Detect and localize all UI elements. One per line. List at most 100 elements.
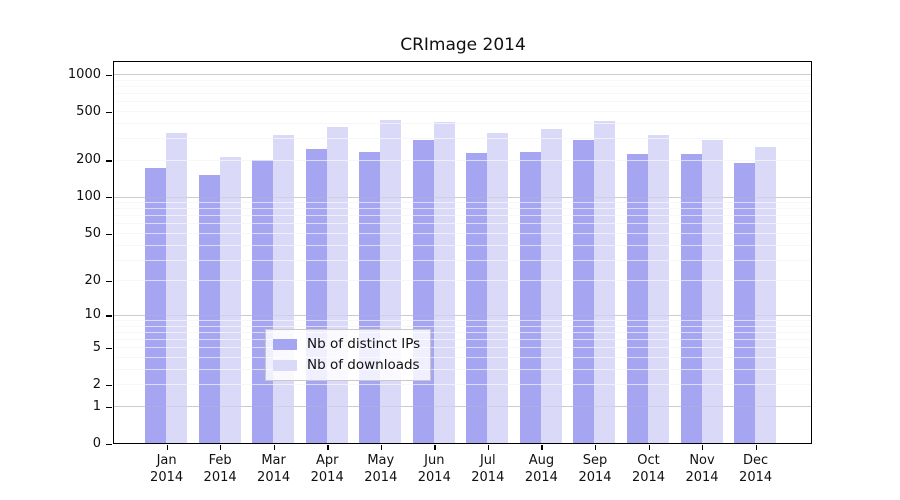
legend: Nb of distinct IPs Nb of downloads: [265, 329, 432, 381]
x-label-year: 2014: [417, 470, 451, 485]
y-tick-label: 100: [76, 189, 101, 204]
x-label-year: 2014: [685, 470, 719, 485]
x-tick-mark: [220, 445, 222, 450]
y-tick-mark: [106, 384, 112, 387]
x-tick-mark: [595, 445, 597, 450]
bar-distinct-ips-dec: [734, 162, 756, 443]
bar-downloads-feb: [219, 157, 241, 443]
x-label-month: Dec: [743, 453, 769, 468]
gridline: [114, 314, 811, 316]
y-tick-label: 1000: [67, 66, 101, 82]
x-label-month: Oct: [637, 453, 660, 468]
gridline-overlay: [114, 223, 811, 225]
gridline-overlay: [114, 93, 811, 94]
gridline-overlay: [114, 85, 811, 87]
x-tick-mark: [702, 445, 704, 450]
y-tick-label: 20: [84, 272, 101, 288]
x-tick-mark: [434, 445, 436, 450]
x-tick-label: Aug 2014: [509, 452, 573, 486]
x-label-year: 2014: [631, 470, 666, 485]
gridline-overlay: [114, 280, 811, 282]
x-label-year: 2014: [150, 470, 184, 485]
y-tick-mark: [106, 233, 112, 235]
x-label-month: Jan: [156, 453, 177, 468]
x-label-month: Apr: [315, 453, 339, 468]
x-tick-label: Nov 2014: [670, 452, 734, 486]
bar-downloads-jan: [166, 133, 187, 443]
bar-downloads-nov: [701, 139, 723, 443]
x-label-year: 2014: [203, 470, 237, 485]
y-tick-label: 2: [92, 376, 101, 392]
x-label-month: Nov: [689, 453, 715, 468]
y-tick-label: 0: [92, 435, 101, 451]
gridline-overlay: [114, 138, 811, 140]
y-tick-mark: [106, 111, 112, 113]
chart-title: CRImage 2014: [400, 35, 526, 55]
x-label-year: 2014: [524, 470, 558, 485]
bar-downloads-sep: [594, 120, 616, 443]
x-label-year: 2014: [471, 470, 505, 485]
gridline-overlay: [114, 233, 811, 234]
gridline-overlay: [114, 111, 811, 112]
bar-distinct-ips-may: [359, 151, 381, 443]
y-tick-mark: [106, 280, 112, 283]
x-tick-label: Oct 2014: [617, 452, 681, 486]
bar-distinct-ips-feb: [198, 175, 220, 443]
x-label-year: 2014: [364, 470, 398, 485]
bar-distinct-ips-nov: [680, 153, 702, 443]
x-label-year: 2014: [257, 470, 291, 485]
legend-item-downloads: Nb of downloads: [273, 357, 420, 373]
x-label-month: Mar: [261, 453, 286, 468]
x-tick-label: Sep 2014: [563, 452, 627, 486]
gridline-overlay: [114, 202, 811, 204]
gridline: [114, 406, 811, 407]
x-tick-label: Apr 2014: [295, 452, 359, 486]
y-tick-mark: [106, 406, 112, 408]
x-label-month: May: [367, 453, 395, 468]
x-label-month: Jun: [424, 453, 445, 468]
x-tick-mark: [273, 445, 275, 450]
gridline-overlay: [114, 196, 811, 198]
x-tick-label: Dec 2014: [724, 452, 788, 486]
gridline: [114, 196, 811, 198]
bar-distinct-ips-apr: [305, 149, 327, 443]
bar-distinct-ips-jan: [145, 168, 166, 443]
y-tick-mark: [106, 160, 112, 162]
x-tick-label: May 2014: [349, 452, 413, 486]
x-label-year: 2014: [739, 470, 773, 485]
gridline-overlay: [114, 314, 811, 316]
y-tick-mark: [106, 74, 112, 76]
y-tick-mark: [106, 315, 112, 317]
x-tick-mark: [541, 445, 543, 450]
bar-distinct-ips-aug: [519, 152, 541, 443]
legend-label-downloads: Nb of downloads: [307, 357, 420, 373]
gridline-overlay: [114, 406, 811, 407]
x-tick-mark: [166, 445, 168, 450]
x-label-year: 2014: [578, 470, 612, 485]
gridline-overlay: [114, 369, 811, 370]
gridline-overlay: [114, 339, 811, 341]
x-tick-mark: [327, 445, 329, 450]
x-tick-mark: [648, 445, 650, 450]
bar-downloads-dec: [755, 146, 777, 443]
x-tick-label: Mar 2014: [242, 452, 306, 486]
x-label-year: 2014: [310, 470, 344, 485]
legend-item-distinct-ips: Nb of distinct IPs: [273, 336, 420, 352]
gridline-overlay: [114, 384, 811, 386]
gridline-overlay: [114, 347, 811, 349]
x-label-month: Aug: [528, 453, 555, 468]
y-tick-mark: [106, 443, 112, 445]
bar-distinct-ips-oct: [627, 153, 648, 443]
y-tick-mark: [106, 347, 112, 350]
bar-distinct-ips-sep: [573, 140, 595, 443]
y-tick-label: 200: [76, 152, 101, 168]
x-tick-mark: [487, 445, 490, 450]
bar-downloads-oct: [648, 134, 669, 443]
legend-label-distinct-ips: Nb of distinct IPs: [307, 336, 421, 352]
bar-distinct-ips-jun: [412, 140, 434, 443]
bar-distinct-ips-jul: [466, 153, 488, 443]
gridline-overlay: [114, 215, 811, 217]
y-tick-mark: [106, 197, 112, 199]
x-tick-label: Jan 2014: [135, 452, 199, 486]
